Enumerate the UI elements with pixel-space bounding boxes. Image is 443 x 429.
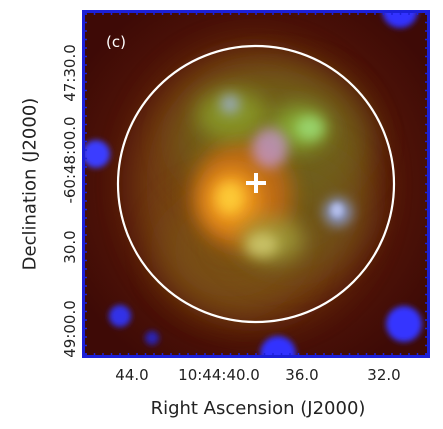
y-tick-label: -60:48:00.0 (61, 116, 79, 204)
blue-source (82, 140, 110, 168)
blue-source (260, 336, 296, 358)
x-tick-label: 10:44:40.0 (178, 366, 260, 384)
y-tick-label: 47:30.0 (61, 44, 79, 102)
y-tick-label: 30.0 (61, 230, 79, 264)
panel-label: (c) (106, 33, 126, 51)
blue-source (145, 331, 159, 345)
y-tick-label: 49:00.0 (61, 300, 79, 358)
rgb-image-panel (82, 10, 430, 358)
aperture-circle (116, 44, 396, 324)
x-axis-label: Right Ascension (J2000) (150, 398, 366, 419)
x-tick-label: 44.0 (115, 366, 149, 384)
x-tick-label: 32.0 (367, 366, 401, 384)
y-axis-label: Declination (J2000) (19, 97, 41, 271)
blue-source (109, 305, 131, 327)
plot-frame (82, 10, 430, 358)
rgb-image-canvas (82, 10, 430, 358)
blue-source (386, 306, 422, 342)
x-tick-label: 36.0 (285, 366, 319, 384)
source-position-cross (246, 173, 266, 193)
